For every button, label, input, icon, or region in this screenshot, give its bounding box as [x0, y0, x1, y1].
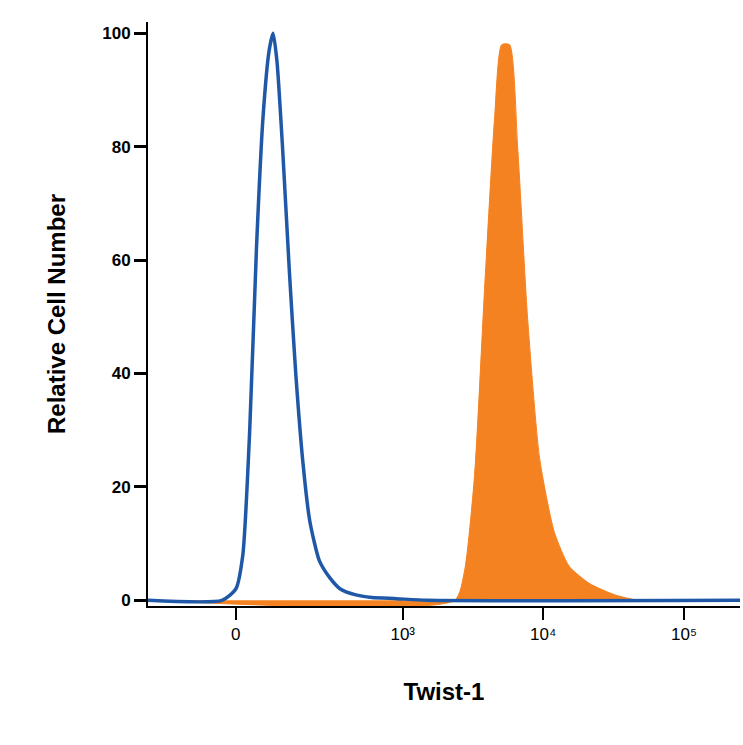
svg-text:10⁵: 10⁵: [671, 625, 697, 644]
svg-text:0: 0: [121, 591, 130, 610]
svg-text:60: 60: [112, 251, 131, 270]
svg-text:Relative Cell Number: Relative Cell Number: [43, 194, 70, 434]
svg-text:0: 0: [231, 625, 240, 644]
svg-text:20: 20: [112, 478, 131, 497]
svg-text:10³: 10³: [390, 625, 415, 644]
svg-text:40: 40: [112, 364, 131, 383]
svg-text:80: 80: [112, 138, 131, 157]
svg-text:10⁴: 10⁴: [530, 625, 556, 644]
svg-text:Twist-1: Twist-1: [404, 678, 485, 705]
svg-text:100: 100: [102, 24, 130, 43]
